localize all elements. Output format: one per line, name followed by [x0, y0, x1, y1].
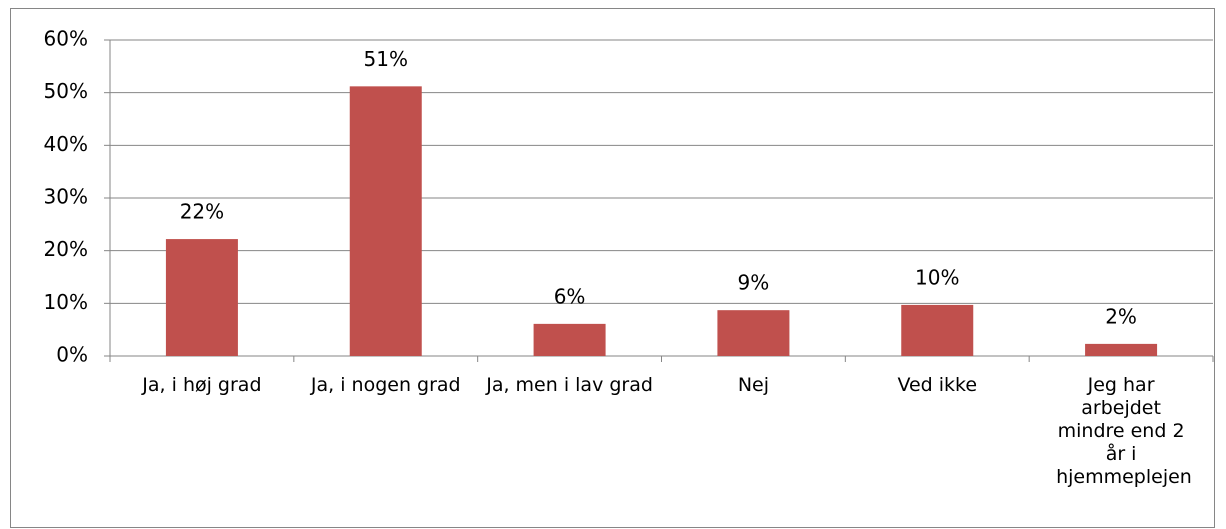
x-tick-label: Ja, i høj grad [142, 374, 262, 396]
x-tick-label: Ja, men i lav grad [486, 374, 653, 396]
y-tick-label: 20% [44, 237, 88, 261]
bar [901, 304, 974, 356]
y-tick-label: 10% [44, 290, 88, 314]
data-label: 22% [180, 200, 224, 224]
x-tick-label: Nej [737, 374, 769, 396]
data-label: 2% [1105, 304, 1137, 328]
y-tick-label: 50% [44, 79, 88, 103]
x-tick-label: Ja, i nogen grad [310, 374, 461, 396]
y-tick-label: 40% [44, 132, 88, 156]
bar [533, 323, 606, 356]
x-tick-label: Jeg har arbejdet mindre end 2 år i hjemm… [1056, 374, 1192, 488]
y-tick-label: 30% [44, 185, 88, 209]
bar [1085, 343, 1158, 356]
x-tick-label: Ved ikke [897, 374, 978, 396]
bar [717, 310, 790, 356]
data-label: 6% [554, 284, 586, 308]
data-label: 51% [364, 47, 408, 71]
data-label: 9% [738, 271, 770, 295]
chart-frame [10, 8, 1215, 528]
y-tick-label: 0% [56, 343, 88, 367]
bar [165, 239, 238, 356]
data-label: 10% [915, 265, 959, 289]
bar [349, 86, 422, 356]
y-tick-label: 60% [44, 27, 88, 51]
